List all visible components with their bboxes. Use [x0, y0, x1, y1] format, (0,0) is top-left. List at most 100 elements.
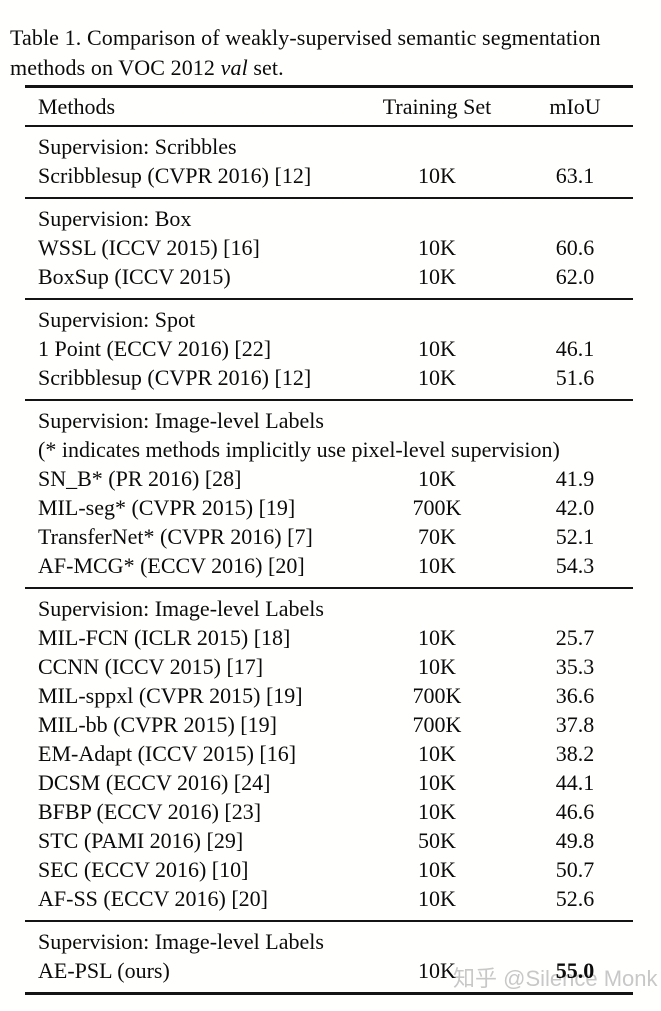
- train-cell: 10K: [418, 654, 456, 679]
- train-cell: 10K: [418, 625, 456, 650]
- miou-cell: 25.7: [555, 625, 595, 650]
- train-cell: 70K: [418, 524, 456, 549]
- train-cell: 10K: [418, 799, 456, 824]
- miou-cell: 62.0: [555, 264, 595, 289]
- train-cell: 10K: [418, 264, 456, 289]
- train-cell: 10K: [418, 336, 456, 361]
- train-cell: 10K: [418, 365, 456, 390]
- section-label: (* indicates methods implicitly use pixe…: [38, 437, 560, 462]
- table-row: Scribblesup (CVPR 2016) [12] 10K 63.1: [25, 161, 633, 190]
- miou-cell: 42.0: [555, 495, 595, 520]
- section-rule: [25, 587, 633, 589]
- caption-line2-suffix: set.: [247, 55, 284, 80]
- section-label: Supervision: Image-level Labels: [38, 408, 324, 433]
- train-cell: 10K: [418, 163, 456, 188]
- miou-cell: 52.6: [555, 886, 595, 911]
- method-cell: MIL-sppxl (CVPR 2015) [19]: [38, 683, 303, 708]
- table-row: CCNN (ICCV 2015) [17] 10K 35.3: [25, 652, 633, 681]
- table-row: MIL-seg* (CVPR 2015) [19] 700K 42.0: [25, 493, 633, 522]
- method-cell: BoxSup (ICCV 2015): [38, 264, 231, 289]
- header-rule: [25, 125, 633, 127]
- table-row: SEC (ECCV 2016) [10] 10K 50.7: [25, 855, 633, 884]
- method-cell: Scribblesup (CVPR 2016) [12]: [38, 163, 312, 188]
- miou-cell: 46.6: [555, 799, 595, 824]
- train-cell: 10K: [418, 857, 456, 882]
- table-bottom-rule: [25, 992, 633, 995]
- table-row: SN_B* (PR 2016) [28] 10K 41.9: [25, 464, 633, 493]
- table-row: BoxSup (ICCV 2015) 10K 62.0: [25, 262, 633, 291]
- table-row: DCSM (ECCV 2016) [24] 10K 44.1: [25, 768, 633, 797]
- miou-cell: 60.6: [555, 235, 595, 260]
- method-cell: 1 Point (ECCV 2016) [22]: [38, 336, 272, 361]
- method-cell: STC (PAMI 2016) [29]: [38, 828, 244, 853]
- miou-cell: 37.8: [555, 712, 595, 737]
- table-row: AF-MCG* (ECCV 2016) [20] 10K 54.3: [25, 551, 633, 580]
- table-section: Supervision: Box WSSL (ICCV 2015) [16] 10K…: [25, 199, 633, 298]
- train-cell: 700K: [412, 683, 462, 708]
- section-label: Supervision: Image-level Labels: [38, 596, 324, 621]
- miou-cell: 46.1: [555, 336, 595, 361]
- method-cell: Scribblesup (CVPR 2016) [12]: [38, 365, 312, 390]
- table-row: MIL-sppxl (CVPR 2015) [19] 700K 36.6: [25, 681, 633, 710]
- header-miou: mIoU: [549, 94, 601, 119]
- miou-cell: 51.6: [555, 365, 595, 390]
- method-cell: DCSM (ECCV 2016) [24]: [38, 770, 271, 795]
- train-cell: 10K: [418, 886, 456, 911]
- miou-cell: 52.1: [555, 524, 595, 549]
- train-cell: 700K: [412, 495, 462, 520]
- table-row: Scribblesup (CVPR 2016) [12] 10K 51.6: [25, 363, 633, 392]
- section-label: Supervision: Box: [38, 206, 192, 231]
- header-methods: Methods: [38, 94, 115, 119]
- table-row: AF-SS (ECCV 2016) [20] 10K 52.6: [25, 884, 633, 913]
- train-cell: 10K: [418, 553, 456, 578]
- table-row: TransferNet* (CVPR 2016) [7] 70K 52.1: [25, 522, 633, 551]
- method-cell: MIL-seg* (CVPR 2015) [19]: [38, 495, 296, 520]
- table-row: BFBP (ECCV 2016) [23] 10K 46.6: [25, 797, 633, 826]
- method-cell: SEC (ECCV 2016) [10]: [38, 857, 249, 882]
- miou-cell: 49.8: [555, 828, 595, 853]
- section-label: Supervision: Spot: [38, 307, 196, 332]
- method-cell: TransferNet* (CVPR 2016) [7]: [38, 524, 313, 549]
- table-section: Supervision: Image-level Labels (* indica…: [25, 401, 633, 587]
- miou-cell: 63.1: [555, 163, 595, 188]
- method-cell: MIL-FCN (ICLR 2015) [18]: [38, 625, 291, 650]
- caption-line1: Table 1. Comparison of weakly-supervised…: [10, 25, 601, 50]
- miou-cell: 35.3: [555, 654, 595, 679]
- results-table: Methods Training Set mIoU Supervision: S…: [25, 85, 633, 995]
- train-cell: 10K: [418, 466, 456, 491]
- method-cell: SN_B* (PR 2016) [28]: [38, 466, 242, 491]
- train-cell: 10K: [418, 741, 456, 766]
- method-cell: EM-Adapt (ICCV 2015) [16]: [38, 741, 297, 766]
- train-cell: 700K: [412, 712, 462, 737]
- method-cell: AF-SS (ECCV 2016) [20]: [38, 886, 269, 911]
- table-section: Supervision: Image-level Labels AE-PSL (o…: [25, 922, 633, 992]
- train-cell: 10K: [418, 235, 456, 260]
- table-section: Supervision: Scribbles Scribblesup (CVPR …: [25, 127, 633, 197]
- train-cell: 50K: [418, 828, 456, 853]
- table-row: EM-Adapt (ICCV 2015) [16] 10K 38.2: [25, 739, 633, 768]
- table-top-rule: [25, 85, 633, 88]
- table-row: MIL-bb (CVPR 2015) [19] 700K 37.8: [25, 710, 633, 739]
- table-caption: Table 1. Comparison of weakly-supervised…: [0, 0, 661, 83]
- section-rule: [25, 298, 633, 300]
- miou-cell: 54.3: [555, 553, 595, 578]
- table-row: MIL-FCN (ICLR 2015) [18] 10K 25.7: [25, 623, 633, 652]
- table-row: AE-PSL (ours) 10K 55.0: [25, 956, 633, 985]
- method-cell: WSSL (ICCV 2015) [16]: [38, 235, 260, 260]
- table-row: STC (PAMI 2016) [29] 50K 49.8: [25, 826, 633, 855]
- method-cell: AE-PSL (ours): [38, 958, 170, 983]
- miou-cell: 38.2: [555, 741, 595, 766]
- miou-cell: 55.0: [555, 958, 595, 983]
- section-label: Supervision: Image-level Labels: [38, 929, 324, 954]
- miou-cell: 41.9: [555, 466, 595, 491]
- miou-cell: 44.1: [555, 770, 595, 795]
- table-header-row: Methods Training Set mIoU: [25, 88, 633, 125]
- train-cell: 10K: [418, 958, 456, 983]
- table-section: Supervision: Image-level Labels MIL-FCN (…: [25, 589, 633, 920]
- table-row: WSSL (ICCV 2015) [16] 10K 60.6: [25, 233, 633, 262]
- miou-cell: 50.7: [555, 857, 595, 882]
- method-cell: CCNN (ICCV 2015) [17]: [38, 654, 264, 679]
- method-cell: MIL-bb (CVPR 2015) [19]: [38, 712, 277, 737]
- caption-val-italic: val: [220, 55, 248, 80]
